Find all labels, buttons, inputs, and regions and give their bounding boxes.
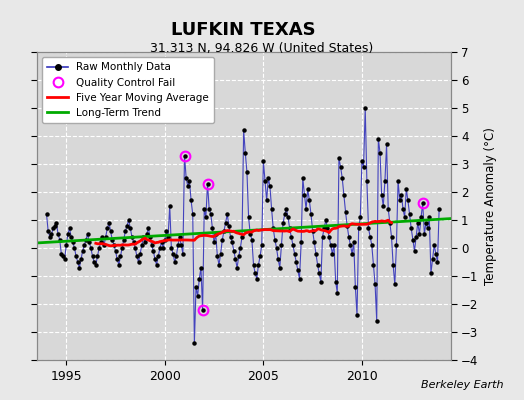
Y-axis label: Temperature Anomaly (°C): Temperature Anomaly (°C): [484, 127, 497, 285]
Text: 31.313 N, 94.826 W (United States): 31.313 N, 94.826 W (United States): [150, 42, 374, 55]
Title: LUFKIN TEXAS: LUFKIN TEXAS: [171, 21, 316, 39]
Text: Berkeley Earth: Berkeley Earth: [421, 380, 503, 390]
Legend: Raw Monthly Data, Quality Control Fail, Five Year Moving Average, Long-Term Tren: Raw Monthly Data, Quality Control Fail, …: [42, 57, 214, 123]
